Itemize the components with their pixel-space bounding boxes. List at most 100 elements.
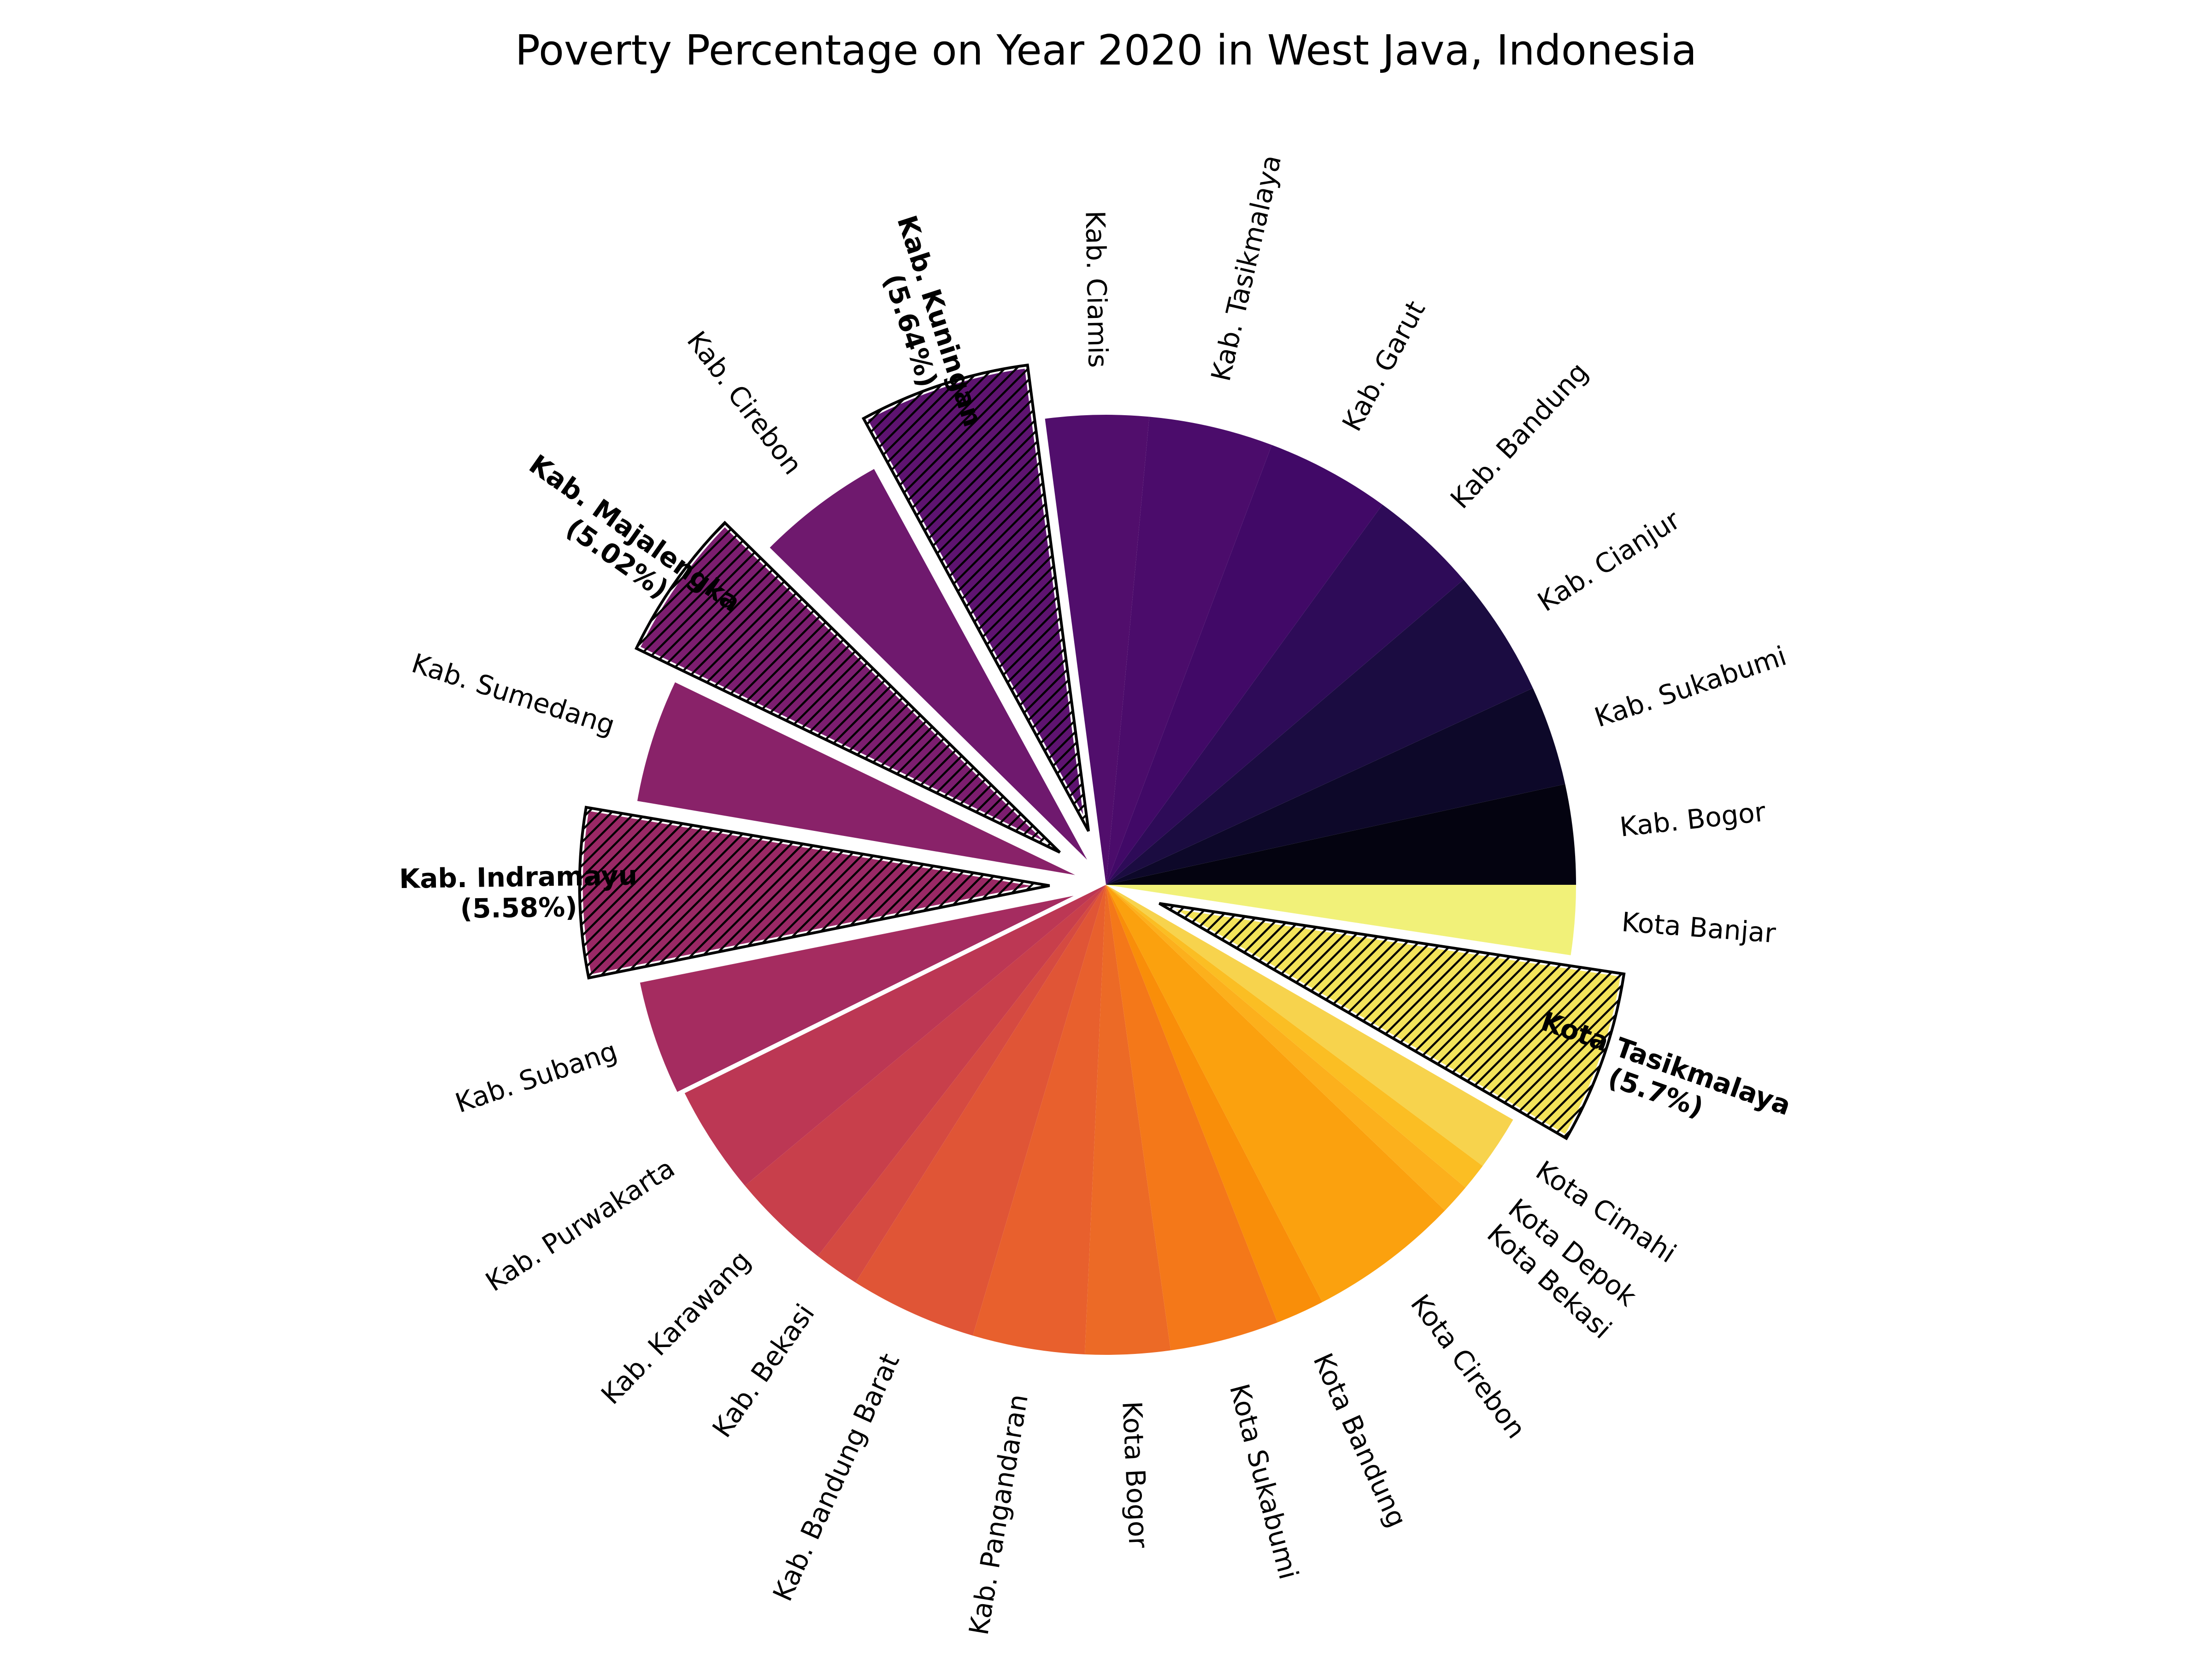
pie-slice-kab-cianjur: [1106, 579, 1533, 885]
hatch-overlay-kab-indramayu: [578, 806, 1050, 980]
slice-group-kab-bekasi: [818, 885, 1106, 1283]
slice-label-name: Kab. Cianjur: [1532, 504, 1686, 618]
slice-label-kab-cirebon: Kab. Cirebon: [681, 325, 808, 480]
slice-group-kab-bandung: [1106, 505, 1464, 885]
slice-label-kab-sumedang: Kab. Sumedang: [408, 647, 618, 741]
pie-slice-kota-cirebon: [1106, 885, 1445, 1302]
pie-slice-kab-garut: [1106, 445, 1382, 885]
slice-group-kab-tasikmalaya: [1106, 417, 1272, 885]
slice-group-kab-indramayu: [576, 803, 1050, 982]
pie-slice-kab-tasikmalaya: [1106, 417, 1272, 885]
pie-slice-kota-bogor: [1084, 885, 1171, 1355]
pie-slice-kota-bekasi: [1106, 885, 1466, 1211]
slice-label-kab-bandung: Kab. Bandung: [1444, 356, 1594, 515]
slice-group-kota-cirebon: [1106, 885, 1445, 1302]
slice-label-name: Kab. Bandung Barat: [767, 1349, 906, 1606]
pie-slice-kab-cirebon: [760, 460, 1103, 880]
slices-layer: [576, 361, 1628, 1355]
slice-label-kota-bandung: Kota Bandung: [1307, 1348, 1413, 1532]
slice-label-name: Kab. Bandung: [1444, 356, 1594, 515]
slice-label-name: Kab. Ciamis: [1079, 210, 1113, 368]
slice-label-name: Kab. Bogor: [1618, 796, 1767, 843]
pie-slice-kota-bandung: [1106, 885, 1323, 1323]
slice-group-kota-sukabumi: [1106, 885, 1278, 1351]
slice-group-kota-cimahi: [1106, 885, 1513, 1166]
pie-slice-kab-bandung-barat: [855, 885, 1106, 1336]
slice-label-name: Kota Bandung: [1307, 1348, 1413, 1532]
slice-label-kab-bogor: Kab. Bogor: [1618, 796, 1767, 843]
chart-title: Poverty Percentage on Year 2020 in West …: [515, 26, 1697, 75]
slice-group-kab-subang: [632, 884, 1099, 1101]
pie-slice-kab-karawang: [745, 885, 1106, 1256]
slice-label-kab-subang: Kab. Subang: [452, 1035, 621, 1119]
slice-label-kota-bogor: Kota Bogor: [1116, 1400, 1154, 1549]
slice-group-kab-karawang: [745, 885, 1106, 1256]
slice-label-kab-pangandaran: Kab. Pangandaran: [963, 1392, 1034, 1637]
slice-group-kab-ciamis: [1045, 415, 1149, 885]
hatch-overlay-kab-majalengka: [634, 521, 1061, 854]
pie-slice-kab-bogor: [1106, 784, 1576, 885]
slice-label-name: Kota Bogor: [1116, 1400, 1154, 1549]
slice-label-kab-purwakarta: Kab. Purwakarta: [480, 1152, 680, 1298]
pie-slice-kota-cimahi: [1106, 885, 1513, 1166]
pie-slice-kab-sumedang: [629, 673, 1099, 885]
slice-label-name: Kab. Sumedang: [408, 647, 618, 741]
slice-label-kab-ciamis: Kab. Ciamis: [1079, 210, 1113, 368]
slice-group-kab-purwakarta: [684, 885, 1106, 1186]
slice-label-name: Kab. Cirebon: [681, 325, 808, 480]
slice-group-kab-pangandaran: [973, 885, 1106, 1354]
slice-label-kab-indramayu: Kab. Indramayu(5.58%): [399, 860, 638, 925]
slice-label-kab-bandung-barat: Kab. Bandung Barat: [767, 1349, 906, 1606]
slice-label-name: Kab. Pangandaran: [963, 1392, 1034, 1637]
slice-label-kab-sukabumi: Kab. Sukabumi: [1591, 640, 1790, 734]
slice-group-kota-banjar: [1106, 885, 1576, 955]
slice-group-kab-bogor: [1106, 784, 1576, 885]
slice-label-kab-karawang: Kab. Karawang: [595, 1245, 757, 1411]
slice-label-name: Kota Cirebon: [1405, 1288, 1532, 1444]
slice-label-kab-cianjur: Kab. Cianjur: [1532, 504, 1686, 618]
pie-slice-kab-ciamis: [1045, 415, 1149, 885]
slice-label-name: Kab. Indramayu: [399, 860, 638, 895]
slice-group-kab-garut: [1106, 445, 1382, 885]
slice-group-kota-depok: [1106, 885, 1483, 1188]
slice-group-kota-tasikmalaya: [1158, 900, 1628, 1143]
pie-slice-kab-bandung: [1106, 505, 1464, 885]
slice-label-name: Kota Banjar: [1621, 906, 1777, 949]
slice-group-kab-sumedang: [629, 673, 1099, 885]
slice-group-kota-bogor: [1084, 885, 1171, 1355]
pie-slice-kab-subang: [632, 884, 1099, 1101]
slice-label-name: Kab. Karawang: [595, 1245, 757, 1411]
slice-label-name: Kab. Garut: [1336, 296, 1431, 436]
slice-label-name: Kab. Tasikmalaya: [1205, 152, 1288, 384]
pie-slice-kota-sukabumi: [1106, 885, 1278, 1351]
slice-label-name: Kab. Sukabumi: [1591, 640, 1790, 734]
pie-slice-kab-pangandaran: [973, 885, 1106, 1354]
slice-label-name: Kab. Bekasi: [706, 1298, 821, 1443]
slice-label-kota-sukabumi: Kota Sukabumi: [1224, 1381, 1305, 1583]
hatch-overlay-kota-tasikmalaya: [1159, 902, 1626, 1141]
slice-group-kab-cirebon: [760, 460, 1103, 880]
pie-slice-kab-bekasi: [818, 885, 1106, 1283]
slice-label-kab-bekasi: Kab. Bekasi: [706, 1298, 821, 1443]
pie-slice-kota-banjar: [1106, 885, 1576, 955]
slice-label-kota-cirebon: Kota Cirebon: [1405, 1288, 1532, 1444]
pie-slice-kab-purwakarta: [684, 885, 1106, 1186]
slice-group-kab-cianjur: [1106, 579, 1533, 885]
slice-label-name: Kota Sukabumi: [1224, 1381, 1305, 1583]
pie-slice-kota-depok: [1106, 885, 1483, 1188]
slice-label-kab-garut: Kab. Garut: [1336, 296, 1431, 436]
slice-group-kab-sukabumi: [1106, 688, 1565, 885]
slice-label-name: Kab. Purwakarta: [480, 1152, 680, 1298]
slice-group-kota-bandung: [1106, 885, 1323, 1323]
slice-label-kab-tasikmalaya: Kab. Tasikmalaya: [1205, 152, 1288, 384]
slice-group-kab-bandung-barat: [855, 885, 1106, 1336]
hatch-overlay-kab-kuningan: [861, 363, 1090, 832]
slice-group-kota-bekasi: [1106, 885, 1466, 1211]
slice-group-kab-kuningan: [859, 361, 1092, 833]
pie-slice-kab-sukabumi: [1106, 688, 1565, 885]
slice-label-percent: (5.58%): [460, 891, 577, 924]
slice-label-name: Kab. Subang: [452, 1035, 621, 1119]
slice-group-kab-majalengka: [632, 518, 1062, 855]
slice-label-kota-banjar: Kota Banjar: [1621, 906, 1777, 949]
